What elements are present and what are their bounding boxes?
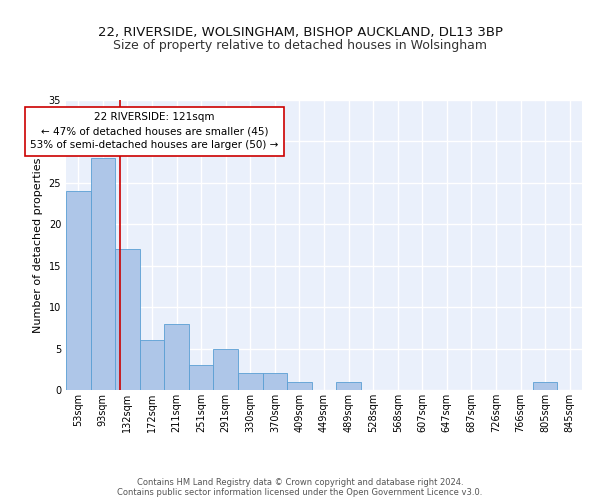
Bar xyxy=(533,382,557,390)
Bar xyxy=(214,348,238,390)
Bar xyxy=(140,340,164,390)
Bar xyxy=(164,324,189,390)
Bar xyxy=(66,191,91,390)
Text: 22 RIVERSIDE: 121sqm
← 47% of detached houses are smaller (45)
53% of semi-detac: 22 RIVERSIDE: 121sqm ← 47% of detached h… xyxy=(30,112,278,150)
Bar xyxy=(263,374,287,390)
Bar xyxy=(115,249,140,390)
Bar xyxy=(287,382,312,390)
Bar xyxy=(238,374,263,390)
Text: Contains HM Land Registry data © Crown copyright and database right 2024.
Contai: Contains HM Land Registry data © Crown c… xyxy=(118,478,482,497)
Bar xyxy=(91,158,115,390)
Text: Size of property relative to detached houses in Wolsingham: Size of property relative to detached ho… xyxy=(113,38,487,52)
Text: 22, RIVERSIDE, WOLSINGHAM, BISHOP AUCKLAND, DL13 3BP: 22, RIVERSIDE, WOLSINGHAM, BISHOP AUCKLA… xyxy=(97,26,503,39)
Bar xyxy=(189,365,214,390)
Bar xyxy=(336,382,361,390)
Y-axis label: Number of detached properties: Number of detached properties xyxy=(33,158,43,332)
